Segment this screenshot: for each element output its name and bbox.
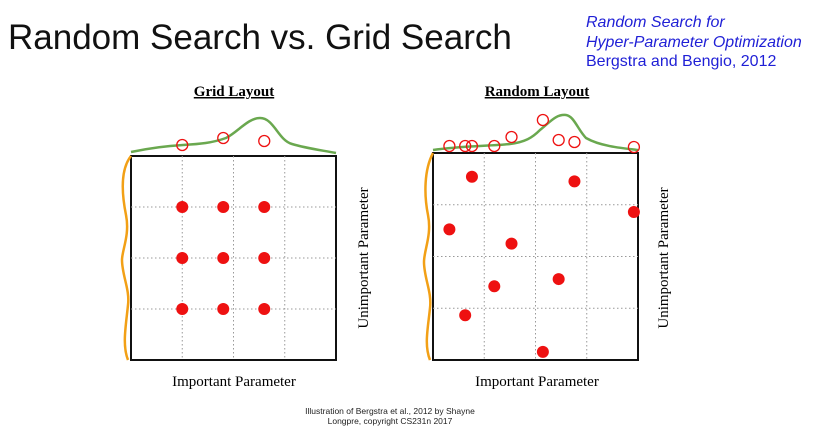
random-xlabel: Important Parameter <box>475 374 599 390</box>
random-projection-6 <box>552 133 565 147</box>
page-title: Random Search vs. Grid Search <box>8 18 512 57</box>
random-layout-heading: Random Layout <box>485 84 590 100</box>
random-projection-7 <box>568 135 581 149</box>
random-point-6 <box>488 280 501 293</box>
random-ylabel: Unimportant Parameter <box>656 187 672 328</box>
random-projection-0 <box>443 139 456 153</box>
citation-line-1[interactable]: Random Search for <box>586 14 725 31</box>
grid-points <box>176 201 271 315</box>
random-points <box>443 170 640 358</box>
grid-unimportant-curve <box>120 155 133 361</box>
grid-point-3 <box>176 252 189 264</box>
grid-projection-markers <box>176 131 271 152</box>
random-important-curve <box>432 113 639 152</box>
random-projection-1 <box>459 139 472 153</box>
grid-point-5 <box>258 252 271 264</box>
grid-point-8 <box>258 303 271 315</box>
random-projection-8 <box>627 140 641 154</box>
grid-layout-panel: Grid Layout Important Parameter Unimport… <box>120 84 372 390</box>
grid-point-2 <box>258 201 271 213</box>
grid-point-7 <box>217 303 230 315</box>
grid-point-1 <box>217 201 230 213</box>
grid-layout-heading: Grid Layout <box>194 84 274 100</box>
random-plot-area <box>432 152 639 361</box>
citation-line-3[interactable]: Bergstra and Bengio, 2012 <box>586 53 777 70</box>
random-point-2 <box>627 205 640 218</box>
random-gridlines <box>433 153 638 360</box>
citation: Random Search for Hyper-Parameter Optimi… <box>586 13 802 72</box>
random-projection-5 <box>536 113 550 127</box>
grid-xlabel: Important Parameter <box>172 374 296 390</box>
random-point-4 <box>505 237 518 250</box>
random-point-7 <box>459 309 472 322</box>
grid-point-0 <box>176 201 189 213</box>
random-projection-3 <box>488 139 501 153</box>
random-projection-4 <box>505 130 518 144</box>
random-point-8 <box>536 345 549 358</box>
grid-projection-1 <box>217 131 230 145</box>
illustration-credit: Illustration of Bergstra et al., 2012 by… <box>260 406 520 426</box>
random-unimportant-curve <box>422 152 435 361</box>
random-point-0 <box>465 170 478 183</box>
random-projection-markers <box>443 113 641 154</box>
grid-projection-2 <box>258 134 271 148</box>
grid-point-6 <box>176 303 189 315</box>
grid-point-4 <box>217 252 230 264</box>
grid-projection-0 <box>176 138 189 152</box>
random-layout-panel: Random Layout Important Parameter Unimpo… <box>422 84 672 390</box>
random-point-1 <box>568 175 581 188</box>
credit-line-1: Illustration of Bergstra et al., 2012 by… <box>305 406 475 416</box>
citation-line-2[interactable]: Hyper-Parameter Optimization <box>586 33 802 51</box>
grid-important-curve <box>130 116 337 155</box>
random-projection-2 <box>465 139 479 153</box>
credit-line-2: Longpre, copyright CS231n 2017 <box>327 416 453 426</box>
random-point-3 <box>443 223 456 236</box>
random-point-5 <box>552 273 565 286</box>
grid-ylabel: Unimportant Parameter <box>356 187 372 328</box>
